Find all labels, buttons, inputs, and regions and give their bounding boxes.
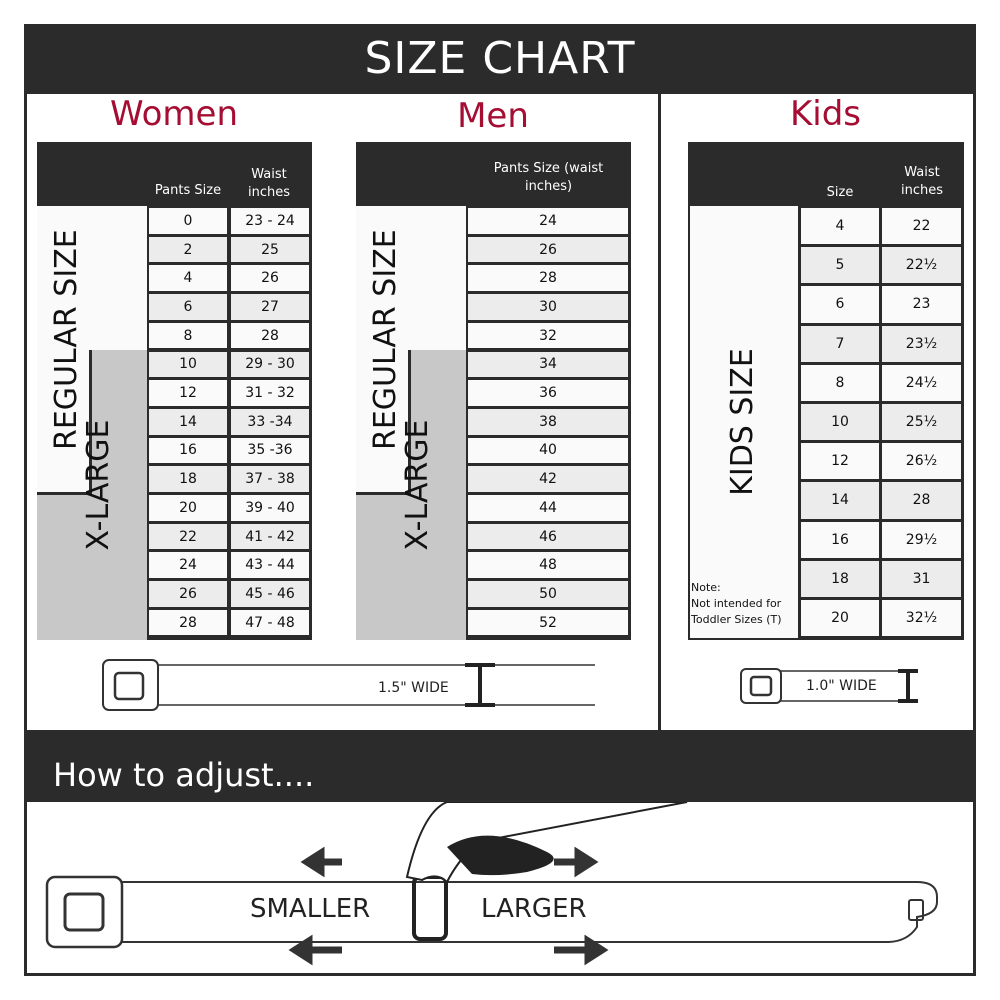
arrow-right-bottom-icon — [554, 934, 609, 966]
kids-size-cell: 16 — [801, 521, 879, 558]
width-label-1-5: 1.5" WIDE — [378, 680, 449, 696]
women-pants-size-cell: 26 — [149, 581, 227, 607]
men-pants-size-cell: 52 — [468, 609, 628, 636]
women-col-pants: Pants Size — [154, 183, 222, 198]
arrow-left-top-icon — [300, 846, 342, 878]
kids-size-cell: 8 — [801, 364, 879, 401]
kids-table: Size Waist inches KIDS SIZE Note: Not in… — [688, 142, 964, 640]
arrow-right-top-icon — [554, 846, 599, 878]
women-pants-size-cell: 14 — [149, 408, 227, 435]
women-waist-cell: 29 - 30 — [231, 351, 309, 378]
women-pants-size-cell: 2 — [149, 236, 227, 263]
women-pants-size-cell: 16 — [149, 437, 227, 464]
men-pants-size-cell: 30 — [468, 294, 628, 320]
kids-col-size: Size — [826, 185, 854, 200]
belt-1-5-inch-illustration — [102, 659, 595, 711]
kids-waist-cell: 23 — [882, 286, 961, 323]
women-regular-label: REGULAR SIZE — [49, 229, 84, 450]
page-title: SIZE CHART — [24, 24, 976, 94]
kids-size-cell: 18 — [801, 560, 879, 597]
women-waist-cell: 41 - 42 — [231, 523, 309, 550]
women-title: Women — [109, 94, 238, 134]
women-waist-cell: 25 — [231, 236, 309, 263]
men-pants-size-cell: 44 — [468, 495, 628, 521]
belt-1-0-inch-illustration — [740, 668, 918, 704]
kids-size-cell: 14 — [801, 482, 879, 519]
men-pants-size-cell: 26 — [468, 236, 628, 263]
men-table: Pants Size (waist inches) REGULAR SIZE X… — [356, 142, 631, 640]
women-waist-cell: 33 -34 — [231, 408, 309, 435]
women-pants-size-cell: 6 — [149, 294, 227, 320]
arrow-left-bottom-icon — [288, 934, 342, 966]
adjust-belt-illustration — [45, 802, 938, 966]
men-xlarge-label: X-LARGE — [400, 419, 435, 551]
women-waist-cell: 28 — [231, 322, 309, 349]
kids-title: Kids — [789, 94, 862, 134]
kids-waist-cell: 23½ — [882, 325, 961, 362]
men-pants-size-cell: 46 — [468, 523, 628, 550]
men-regular-label: REGULAR SIZE — [368, 229, 403, 450]
kids-note: Note: Not intended for Toddler Sizes (T) — [691, 581, 782, 626]
kids-size-cell: 7 — [801, 325, 879, 362]
kids-waist-cell: 31 — [882, 560, 961, 597]
women-col-waist: Waist inches — [247, 167, 290, 200]
kids-waist-cell: 32½ — [882, 600, 961, 637]
women-waist-cell: 43 - 44 — [231, 552, 309, 579]
women-waist-cell: 39 - 40 — [231, 495, 309, 521]
men-pants-size-cell: 34 — [468, 351, 628, 378]
men-pants-size-cell: 36 — [468, 380, 628, 406]
women-xlarge-label: X-LARGE — [81, 419, 116, 551]
women-pants-size-cell: 22 — [149, 523, 227, 550]
women-waist-cell: 23 - 24 — [231, 208, 309, 234]
men-pants-size-cell: 28 — [468, 265, 628, 292]
kids-waist-cell: 24½ — [882, 364, 961, 401]
kids-waist-cell: 22½ — [882, 247, 961, 284]
kids-waist-cell: 22 — [882, 208, 961, 245]
women-pants-size-cell: 18 — [149, 466, 227, 492]
men-pants-size-cell: 48 — [468, 552, 628, 579]
men-pants-size-cell: 38 — [468, 408, 628, 435]
kids-waist-cell: 29½ — [882, 521, 961, 558]
kids-waist-cell: 28 — [882, 482, 961, 519]
women-waist-cell: 31 - 32 — [231, 380, 309, 406]
men-pants-size-cell: 32 — [468, 322, 628, 349]
men-pants-size-cell: 42 — [468, 466, 628, 492]
women-pants-size-cell: 12 — [149, 380, 227, 406]
kids-size-cell: 4 — [801, 208, 879, 245]
men-pants-size-cell: 40 — [468, 437, 628, 464]
men-title: Men — [457, 96, 529, 136]
larger-label: LARGER — [481, 894, 587, 924]
women-pants-size-cell: 28 — [149, 609, 227, 636]
kids-size-cell: 12 — [801, 443, 879, 480]
women-pants-size-cell: 20 — [149, 495, 227, 521]
kids-waist-cell: 26½ — [882, 443, 961, 480]
women-pants-size-cell: 10 — [149, 351, 227, 378]
men-pants-size-cell: 24 — [468, 208, 628, 234]
kids-waist-cell: 25½ — [882, 404, 961, 441]
kids-size-cell: 10 — [801, 404, 879, 441]
women-pants-size-cell: 8 — [149, 322, 227, 349]
women-pants-size-cell: 4 — [149, 265, 227, 292]
men-col-size: Pants Size (waist inches) — [493, 161, 604, 194]
smaller-label: SMALLER — [250, 894, 371, 924]
women-waist-cell: 35 -36 — [231, 437, 309, 464]
kids-size-cell: 5 — [801, 247, 879, 284]
how-to-adjust-title: How to adjust.... — [24, 730, 976, 802]
kids-col-waist: Waist inches — [900, 165, 943, 198]
women-pants-size-cell: 24 — [149, 552, 227, 579]
men-pants-size-cell: 50 — [468, 581, 628, 607]
women-waist-cell: 45 - 46 — [231, 581, 309, 607]
divider — [658, 94, 661, 732]
women-waist-cell: 37 - 38 — [231, 466, 309, 492]
women-pants-size-cell: 0 — [149, 208, 227, 234]
kids-size-cell: 20 — [801, 600, 879, 637]
women-waist-cell: 47 - 48 — [231, 609, 309, 636]
width-label-1-0: 1.0" WIDE — [806, 678, 877, 694]
kids-size-cell: 6 — [801, 286, 879, 323]
kids-size-label: KIDS SIZE — [725, 348, 760, 496]
women-waist-cell: 26 — [231, 265, 309, 292]
women-waist-cell: 27 — [231, 294, 309, 320]
women-table: Pants Size Waist inches REGULAR SIZE X-L… — [37, 142, 312, 640]
